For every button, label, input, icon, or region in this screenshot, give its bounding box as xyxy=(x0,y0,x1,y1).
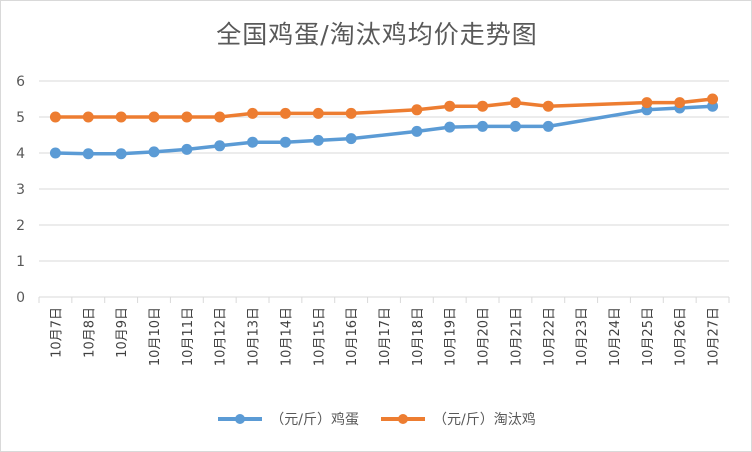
data-point-s0-2 xyxy=(115,148,127,160)
x-tick-label: 10月14日 xyxy=(279,307,294,366)
data-point-s1-0 xyxy=(49,111,61,123)
x-tick-label: 10月22日 xyxy=(542,307,557,366)
data-point-s0-3 xyxy=(148,146,160,158)
data-point-s0-6 xyxy=(247,136,259,148)
data-point-s1-15 xyxy=(542,100,554,112)
x-tick-label: 10月7日 xyxy=(49,307,64,358)
data-point-s1-12 xyxy=(444,100,456,112)
x-tick-label: 10月19日 xyxy=(444,307,459,366)
data-point-s1-7 xyxy=(279,107,291,119)
legend-swatch-egg xyxy=(218,414,263,424)
data-point-s0-12 xyxy=(444,121,456,133)
x-tick-label: 10月11日 xyxy=(181,307,196,366)
x-tick-label: 10月21日 xyxy=(509,307,524,366)
y-tick-label: 0 xyxy=(16,290,25,306)
y-tick-label: 4 xyxy=(16,146,25,162)
x-tick-label: 10月17日 xyxy=(378,307,393,366)
data-point-s1-19 xyxy=(674,97,686,109)
chart-legend: （元/斤）鸡蛋 （元/斤）淘汰鸡 xyxy=(1,409,751,429)
y-tick-label: 6 xyxy=(16,74,25,90)
x-tick-label: 10月20日 xyxy=(477,307,492,366)
x-tick-label: 10月24日 xyxy=(608,307,623,366)
x-tick-label: 10月27日 xyxy=(707,307,722,366)
data-point-s0-0 xyxy=(49,147,61,159)
legend-item-hen: （元/斤）淘汰鸡 xyxy=(381,409,536,429)
data-point-s0-13 xyxy=(477,120,489,132)
legend-label-egg: （元/斤）鸡蛋 xyxy=(270,412,359,428)
x-tick-label: 10月18日 xyxy=(411,307,426,366)
data-point-s1-5 xyxy=(214,111,226,123)
data-point-s0-15 xyxy=(542,120,554,132)
data-point-s1-8 xyxy=(312,107,324,119)
data-point-s1-18 xyxy=(641,97,653,109)
x-tick-label: 10月23日 xyxy=(575,307,590,366)
x-tick-label: 10月9日 xyxy=(115,307,130,358)
y-tick-label: 1 xyxy=(16,254,25,270)
data-point-s1-13 xyxy=(477,100,489,112)
x-tick-label: 10月8日 xyxy=(82,307,97,358)
x-tick-label: 10月12日 xyxy=(214,307,229,366)
data-point-s0-7 xyxy=(279,136,291,148)
data-point-s0-8 xyxy=(312,134,324,146)
data-point-s1-4 xyxy=(181,111,193,123)
y-tick-label: 3 xyxy=(16,182,25,198)
y-tick-label: 5 xyxy=(16,110,25,126)
data-point-s0-5 xyxy=(214,140,226,152)
data-point-s1-14 xyxy=(509,97,521,109)
x-tick-label: 10月15日 xyxy=(312,307,327,366)
data-point-s1-9 xyxy=(345,107,357,119)
legend-swatch-hen xyxy=(381,414,425,424)
x-tick-label: 10月25日 xyxy=(641,307,656,366)
data-point-s1-3 xyxy=(148,111,160,123)
data-point-s0-1 xyxy=(82,148,94,160)
data-point-s1-2 xyxy=(115,111,127,123)
chart-title: 全国鸡蛋/淘汰鸡均价走势图 xyxy=(216,20,538,49)
data-point-s0-11 xyxy=(411,125,423,137)
x-tick-label: 10月13日 xyxy=(247,307,262,366)
data-point-s0-9 xyxy=(345,133,357,145)
data-point-s1-11 xyxy=(411,104,423,116)
x-tick-label: 10月10日 xyxy=(148,307,163,366)
data-point-s0-4 xyxy=(181,143,193,155)
data-point-s0-14 xyxy=(509,120,521,132)
x-tick-label: 10月16日 xyxy=(345,307,360,366)
legend-label-hen: （元/斤）淘汰鸡 xyxy=(433,412,536,428)
data-point-s1-1 xyxy=(82,111,94,123)
y-tick-label: 2 xyxy=(16,218,25,234)
x-tick-label: 10月26日 xyxy=(674,307,689,366)
data-point-s1-6 xyxy=(247,107,259,119)
data-point-s1-20 xyxy=(707,93,719,105)
legend-item-egg: （元/斤）鸡蛋 xyxy=(218,409,359,429)
